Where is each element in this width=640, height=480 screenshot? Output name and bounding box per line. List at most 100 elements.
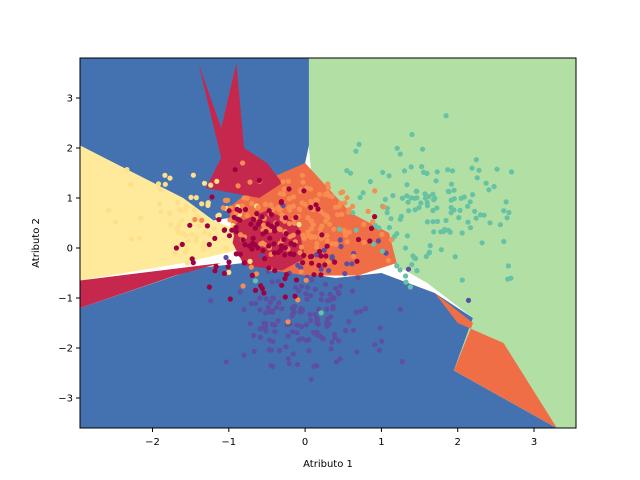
point-orange xyxy=(199,217,205,223)
point-red xyxy=(233,251,239,257)
point-blue xyxy=(289,313,295,319)
point-orange xyxy=(290,232,296,238)
y-tick-label: 1 xyxy=(67,194,73,205)
point-yellow xyxy=(128,236,134,242)
point-red xyxy=(355,236,362,243)
point-green xyxy=(252,278,258,284)
point-red xyxy=(316,248,323,255)
point-yellow xyxy=(247,258,253,264)
point-green xyxy=(414,268,420,274)
point-blue xyxy=(308,317,314,323)
point-yellow xyxy=(206,232,212,238)
point-orange xyxy=(361,239,367,245)
point-green xyxy=(424,219,430,225)
point-blue xyxy=(237,289,243,295)
point-blue xyxy=(405,266,412,272)
point-blue xyxy=(377,325,383,331)
point-orange xyxy=(342,200,348,206)
point-yellow xyxy=(200,247,206,253)
point-green xyxy=(433,178,439,184)
point-green xyxy=(491,183,497,190)
point-red xyxy=(226,259,232,265)
point-yellow xyxy=(175,199,181,205)
point-red xyxy=(265,221,271,227)
point-green xyxy=(442,227,448,233)
point-red xyxy=(234,206,240,212)
point-blue xyxy=(323,320,329,326)
point-yellow xyxy=(190,172,196,178)
point-red xyxy=(229,227,235,233)
region-red-6 xyxy=(80,263,222,308)
point-green xyxy=(497,222,503,228)
point-red xyxy=(282,252,288,258)
point-blue xyxy=(372,342,378,348)
point-green xyxy=(390,193,396,199)
point-red xyxy=(322,262,328,268)
point-orange xyxy=(365,208,371,214)
point-blue xyxy=(308,293,314,299)
point-green xyxy=(431,229,437,235)
point-blue xyxy=(290,329,296,335)
point-red xyxy=(262,256,268,262)
point-orange xyxy=(346,229,352,235)
point-blue xyxy=(258,326,264,332)
point-green xyxy=(416,205,422,211)
point-red xyxy=(323,253,329,259)
point-orange xyxy=(241,195,247,201)
point-red xyxy=(241,260,247,266)
point-red xyxy=(282,276,288,282)
point-red xyxy=(233,229,239,235)
point-red xyxy=(256,177,262,183)
point-green xyxy=(350,210,356,216)
point-blue xyxy=(306,348,312,354)
point-red xyxy=(190,260,196,266)
point-orange xyxy=(280,179,286,185)
point-yellow xyxy=(136,235,142,241)
point-blue xyxy=(337,237,343,243)
point-red xyxy=(295,229,301,235)
point-green xyxy=(367,178,373,185)
point-blue xyxy=(303,322,309,328)
point-red xyxy=(209,194,215,200)
point-red xyxy=(271,241,277,247)
point-red xyxy=(227,296,233,302)
point-red xyxy=(248,221,254,227)
point-blue xyxy=(308,376,314,382)
point-red xyxy=(221,270,227,276)
point-red xyxy=(250,235,256,241)
point-yellow xyxy=(296,221,302,228)
point-blue xyxy=(399,359,405,365)
point-green xyxy=(422,191,428,197)
point-orange xyxy=(268,202,274,208)
point-green xyxy=(430,207,436,214)
point-blue xyxy=(223,254,229,261)
point-orange xyxy=(302,201,308,208)
point-blue xyxy=(265,305,271,311)
point-yellow xyxy=(189,231,195,237)
point-yellow xyxy=(168,222,174,228)
point-green xyxy=(458,195,464,201)
point-green xyxy=(457,207,463,213)
point-green xyxy=(357,194,363,201)
point-red xyxy=(187,222,193,228)
point-red xyxy=(287,251,293,257)
point-blue xyxy=(376,347,382,353)
point-orange xyxy=(305,215,311,221)
point-orange xyxy=(275,204,281,211)
point-yellow xyxy=(184,245,190,251)
point-green xyxy=(494,166,500,172)
point-orange xyxy=(297,207,303,213)
point-blue xyxy=(305,284,311,290)
point-blue xyxy=(332,335,338,341)
point-green xyxy=(467,225,474,231)
point-blue xyxy=(327,291,333,297)
point-orange xyxy=(361,221,367,227)
point-yellow xyxy=(113,219,119,225)
point-yellow xyxy=(138,215,144,221)
point-green xyxy=(412,195,418,201)
point-yellow xyxy=(167,210,173,216)
point-yellow xyxy=(194,234,200,240)
point-green xyxy=(483,180,489,186)
point-green xyxy=(344,168,350,174)
point-red xyxy=(278,247,284,253)
